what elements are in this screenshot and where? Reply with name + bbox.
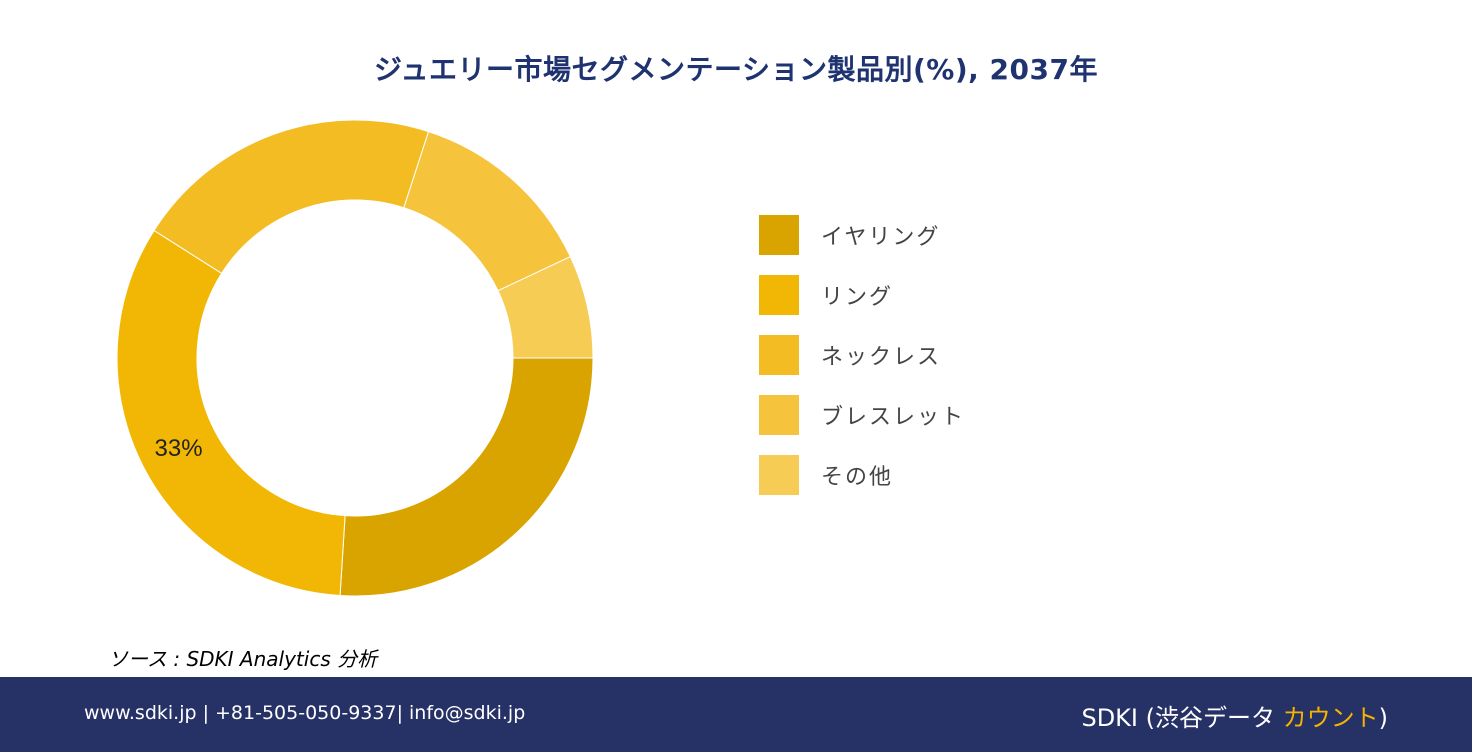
donut-slice-necklaces — [153, 119, 430, 275]
legend-swatch — [759, 215, 799, 255]
legend-item-rings: リング — [759, 275, 965, 315]
legend-item-bracelets: ブレスレット — [759, 395, 965, 435]
brand-main: SDKI (渋谷データ — [1081, 704, 1283, 732]
donut-chart: 33% — [116, 119, 594, 597]
footer-bar: www.sdki.jp | +81-505-050-9337| info@sdk… — [0, 677, 1472, 752]
brand-accent: カウント — [1282, 704, 1379, 732]
legend: イヤリング リング ネックレス ブレスレット その他 — [759, 215, 965, 515]
donut-slice-rings — [116, 229, 346, 597]
donut-slice-others — [497, 255, 594, 359]
brand-logo: SDKI (渋谷データ カウント) — [1081, 698, 1388, 733]
legend-swatch — [759, 275, 799, 315]
legend-label: リング — [821, 285, 894, 310]
legend-label: ブレスレット — [821, 405, 966, 430]
brand-end: ) — [1378, 704, 1388, 732]
legend-item-earrings: イヤリング — [759, 215, 965, 255]
donut-slice-earrings — [339, 357, 594, 597]
legend-item-others: その他 — [759, 455, 965, 495]
chart-title: ジュエリー市場セグメンテーション製品別(%), 2037年 — [374, 53, 1098, 86]
legend-label: イヤリング — [821, 225, 941, 250]
legend-swatch — [759, 455, 799, 495]
source-note: ソース : SDKI Analytics 分析 — [108, 647, 378, 671]
contact-info: www.sdki.jp | +81-505-050-9337| info@sdk… — [84, 702, 526, 724]
legend-swatch — [759, 395, 799, 435]
donut-slice-bracelets — [403, 131, 572, 292]
legend-item-necklaces: ネックレス — [759, 335, 965, 375]
data-label-rings: 33% — [155, 435, 203, 462]
legend-label: その他 — [821, 465, 894, 490]
legend-swatch — [759, 335, 799, 375]
legend-label: ネックレス — [821, 345, 942, 370]
